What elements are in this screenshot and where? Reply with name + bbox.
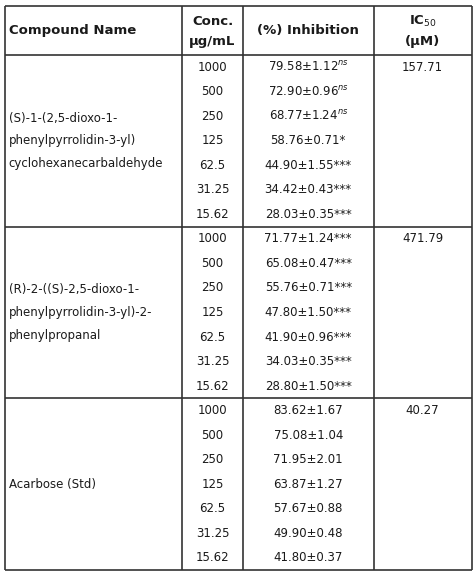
Text: (μM): (μM) xyxy=(405,34,440,48)
Text: 125: 125 xyxy=(201,306,224,319)
Text: 31.25: 31.25 xyxy=(196,527,229,540)
Text: 44.90±1.55***: 44.90±1.55*** xyxy=(264,159,352,172)
Text: 47.80±1.50***: 47.80±1.50*** xyxy=(264,306,352,319)
Text: 41.80±0.37: 41.80±0.37 xyxy=(273,551,343,564)
Text: 34.03±0.35***: 34.03±0.35*** xyxy=(265,355,352,368)
Text: (R)-2-((S)-2,5-dioxo-1-: (R)-2-((S)-2,5-dioxo-1- xyxy=(9,284,139,296)
Text: 31.25: 31.25 xyxy=(196,183,229,197)
Text: 28.80±1.50***: 28.80±1.50*** xyxy=(265,379,352,393)
Text: 55.76±0.71***: 55.76±0.71*** xyxy=(264,281,352,295)
Text: 71.95±2.01: 71.95±2.01 xyxy=(273,453,343,466)
Text: μg/mL: μg/mL xyxy=(189,34,236,48)
Text: 71.77±1.24***: 71.77±1.24*** xyxy=(264,233,352,245)
Text: 1000: 1000 xyxy=(198,61,228,73)
Text: 41.90±0.96***: 41.90±0.96*** xyxy=(264,331,352,343)
Text: 68.77±1.24$^{ns}$: 68.77±1.24$^{ns}$ xyxy=(269,109,348,123)
Text: 49.90±0.48: 49.90±0.48 xyxy=(273,527,343,540)
Text: 62.5: 62.5 xyxy=(200,159,226,172)
Text: 83.62±1.67: 83.62±1.67 xyxy=(273,404,343,417)
Text: 31.25: 31.25 xyxy=(196,355,229,368)
Text: phenylpyrrolidin-3-yl): phenylpyrrolidin-3-yl) xyxy=(9,134,136,147)
Text: phenylpropanal: phenylpropanal xyxy=(9,328,101,342)
Text: 1000: 1000 xyxy=(198,404,228,417)
Text: 250: 250 xyxy=(201,109,224,123)
Text: 79.58±1.12$^{ns}$: 79.58±1.12$^{ns}$ xyxy=(268,60,349,74)
Text: 65.08±0.47***: 65.08±0.47*** xyxy=(264,257,352,270)
Text: 157.71: 157.71 xyxy=(402,61,443,73)
Text: (%) Inhibition: (%) Inhibition xyxy=(257,23,359,37)
Text: 15.62: 15.62 xyxy=(196,208,229,221)
Text: 500: 500 xyxy=(201,85,224,98)
Text: cyclohexanecarbaldehyde: cyclohexanecarbaldehyde xyxy=(9,157,163,170)
Text: 500: 500 xyxy=(201,429,224,442)
Text: 250: 250 xyxy=(201,453,224,466)
Text: 500: 500 xyxy=(201,257,224,270)
Text: 34.42±0.43***: 34.42±0.43*** xyxy=(264,183,352,197)
Text: 1000: 1000 xyxy=(198,233,228,245)
Text: (S)-1-(2,5-dioxo-1-: (S)-1-(2,5-dioxo-1- xyxy=(9,112,117,124)
Text: 125: 125 xyxy=(201,134,224,147)
Text: 72.90±0.96$^{ns}$: 72.90±0.96$^{ns}$ xyxy=(268,85,349,99)
Text: 62.5: 62.5 xyxy=(200,331,226,343)
Text: IC$_{50}$: IC$_{50}$ xyxy=(409,14,437,29)
Text: 28.03±0.35***: 28.03±0.35*** xyxy=(265,208,352,221)
Text: 57.67±0.88: 57.67±0.88 xyxy=(273,503,343,515)
Text: Conc.: Conc. xyxy=(192,15,233,28)
Text: 63.87±1.27: 63.87±1.27 xyxy=(273,478,343,490)
Text: 40.27: 40.27 xyxy=(406,404,439,417)
Text: 471.79: 471.79 xyxy=(402,233,443,245)
Text: 62.5: 62.5 xyxy=(200,503,226,515)
Text: 250: 250 xyxy=(201,281,224,295)
Text: 58.76±0.71*: 58.76±0.71* xyxy=(271,134,346,147)
Text: Acarbose (Std): Acarbose (Std) xyxy=(9,478,96,490)
Text: 75.08±1.04: 75.08±1.04 xyxy=(273,429,343,442)
Text: phenylpyrrolidin-3-yl)-2-: phenylpyrrolidin-3-yl)-2- xyxy=(9,306,152,319)
Text: Compound Name: Compound Name xyxy=(9,23,136,37)
Text: 15.62: 15.62 xyxy=(196,379,229,393)
Text: 15.62: 15.62 xyxy=(196,551,229,564)
Text: 125: 125 xyxy=(201,478,224,490)
